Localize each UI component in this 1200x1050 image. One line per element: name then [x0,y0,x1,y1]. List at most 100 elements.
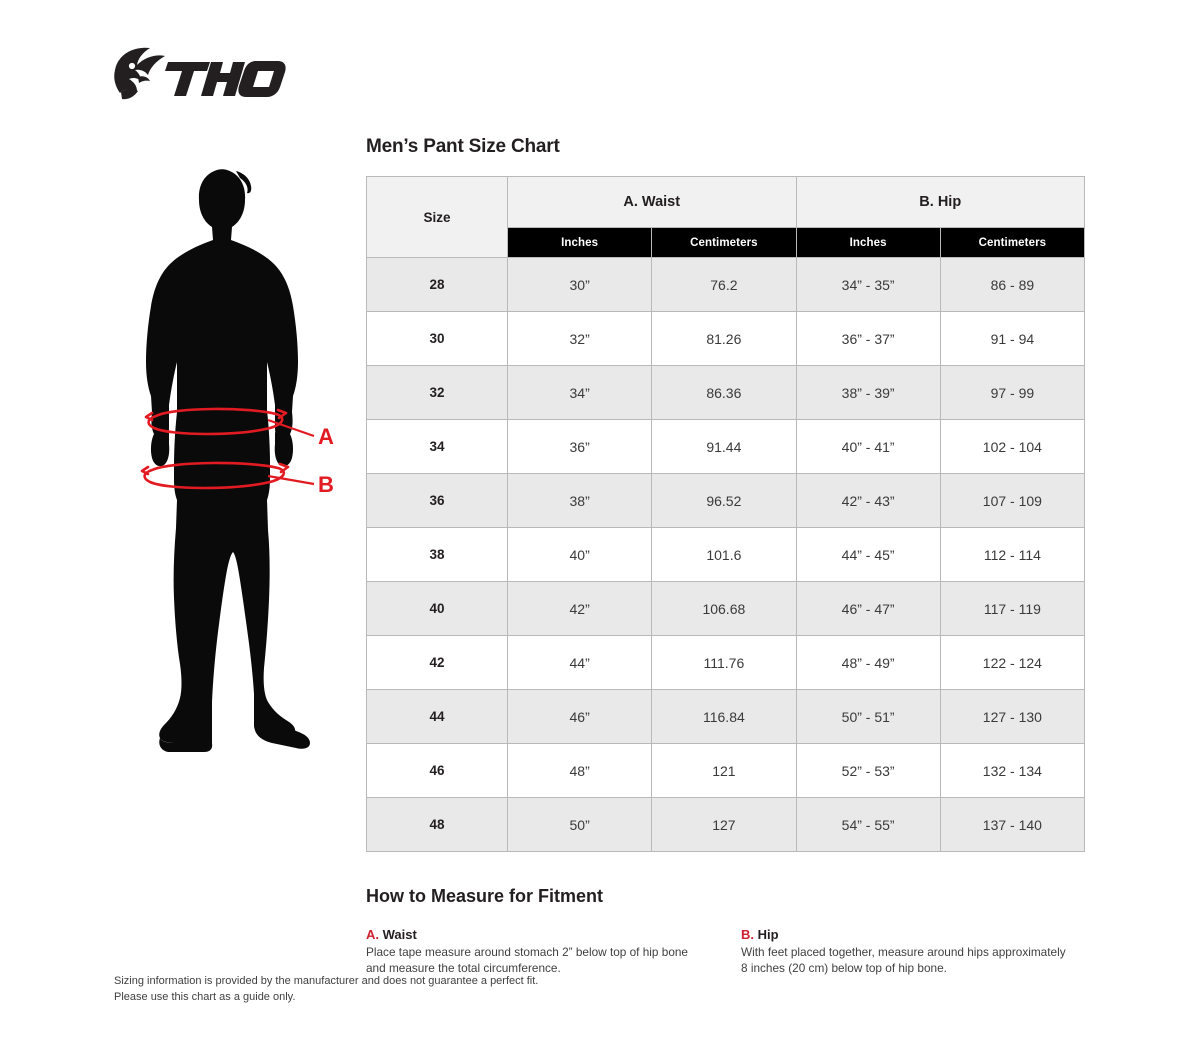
row-size: 28 [366,257,508,312]
row-waist-in: 42” [506,581,653,636]
row-hip-in: 48” - 49” [795,635,941,690]
body-silhouette-figure: A B [118,162,348,762]
table-row: 36 38” 96.52 42” - 43” 107 - 109 [366,473,1086,528]
row-hip-in: 50” - 51” [795,689,941,744]
row-hip-cm: 107 - 109 [939,473,1086,528]
row-waist-in: 38” [506,473,653,528]
row-waist-cm: 101.6 [651,527,797,582]
column-header-hip-inches: Inches [795,227,941,258]
waist-tape-loop-a [144,407,288,436]
row-waist-in: 44” [506,635,653,690]
disclaimer-footer: Sizing information is provided by the ma… [114,973,538,1006]
thor-helmet-mark [114,47,165,100]
table-row: 40 42” 106.68 46” - 47” 117 - 119 [366,581,1086,636]
hip-tape-loop-b [140,461,290,490]
column-header-waist-inches: Inches [506,227,653,258]
row-hip-cm: 137 - 140 [939,797,1086,852]
measure-name-hip: Hip [757,927,779,942]
table-row: 48 50” 127 54” - 55” 137 - 140 [366,797,1086,852]
table-row: 46 48” 121 52” - 53” 132 - 134 [366,743,1086,798]
table-head: Size A. Waist B. Hip Inches Centimeters … [366,176,1086,258]
row-hip-in: 36” - 37” [795,311,941,366]
how-to-measure-title: How to Measure for Fitment [366,886,604,906]
row-waist-cm: 127 [651,797,797,852]
row-hip-cm: 112 - 114 [939,527,1086,582]
row-size: 44 [366,689,508,744]
marker-label-a: A [318,424,334,449]
row-hip-in: 46” - 47” [795,581,941,636]
row-size: 38 [366,527,508,582]
row-waist-cm: 86.36 [651,365,797,420]
measure-markers [140,407,315,490]
row-hip-in: 34” - 35” [795,257,941,312]
row-waist-in: 48” [506,743,653,798]
measure-letter-b: B. [741,927,754,942]
row-hip-in: 38” - 39” [795,365,941,420]
measure-item-waist-heading: A. Waist [366,927,741,942]
measure-item-hip-description: With feet placed together, measure aroun… [741,945,1066,975]
table-body: 28 30” 76.2 34” - 35” 86 - 89 30 32” 81.26 36” -… [366,257,1086,852]
measure-item-waist-description: Place tape measure around stomach 2” bel… [366,945,688,975]
row-waist-cm: 116.84 [651,689,797,744]
disclaimer-line-2: Please use this chart as a guide only. [114,991,296,1004]
row-waist-cm: 81.26 [651,311,797,366]
row-hip-cm: 132 - 134 [939,743,1086,798]
row-waist-in: 40” [506,527,653,582]
leader-line-a [267,418,315,438]
thor-logo-svg [114,47,289,100]
how-to-measure-section: How to Measure for Fitment A. Waist Plac… [366,886,1086,976]
row-hip-in: 54” - 55” [795,797,941,852]
table-row: 30 32” 81.26 36” - 37” 91 - 94 [366,311,1086,366]
row-waist-in: 32” [506,311,653,366]
content-column: Men’s Pant Size Chart Size A. Waist B. H… [366,136,1086,976]
column-group-header-hip: B. Hip [795,176,1085,228]
row-waist-in: 46” [506,689,653,744]
measure-columns: A. Waist Place tape measure around stoma… [366,927,1086,976]
row-size: 30 [366,311,508,366]
size-chart-table: Size A. Waist B. Hip Inches Centimeters … [366,176,1086,852]
row-hip-cm: 102 - 104 [939,419,1086,474]
row-hip-in: 40” - 41” [795,419,941,474]
row-waist-cm: 121 [651,743,797,798]
row-waist-cm: 91.44 [651,419,797,474]
column-group-header-waist: A. Waist [507,176,797,228]
table-row: 28 30” 76.2 34” - 35” 86 - 89 [366,257,1086,312]
row-waist-in: 36” [506,419,653,474]
measure-name-waist: Waist [382,927,417,942]
column-header-waist-centimeters: Centimeters [651,227,797,258]
row-hip-cm: 91 - 94 [939,311,1086,366]
row-waist-in: 34” [506,365,653,420]
table-row: 32 34” 86.36 38” - 39” 97 - 99 [366,365,1086,420]
row-hip-in: 52” - 53” [795,743,941,798]
row-hip-in: 44” - 45” [795,527,941,582]
row-size: 42 [366,635,508,690]
column-header-size: Size [366,176,508,258]
row-waist-in: 50” [506,797,653,852]
table-row: 42 44” 111.76 48” - 49” 122 - 124 [366,635,1086,690]
leader-line-b [267,474,315,486]
row-hip-in: 42” - 43” [795,473,941,528]
row-size: 40 [366,581,508,636]
row-size: 46 [366,743,508,798]
measure-item-hip: B. Hip With feet placed together, measur… [741,927,1086,976]
table-row: 34 36” 91.44 40” - 41” 102 - 104 [366,419,1086,474]
row-waist-in: 30” [506,257,653,312]
measure-letter-a: A. [366,927,379,942]
thor-wordmark [165,61,289,97]
male-body-silhouette [146,169,310,752]
thor-logo [112,44,292,106]
row-waist-cm: 76.2 [651,257,797,312]
measure-item-waist: A. Waist Place tape measure around stoma… [366,927,741,976]
row-waist-cm: 106.68 [651,581,797,636]
row-size: 48 [366,797,508,852]
row-hip-cm: 122 - 124 [939,635,1086,690]
body-silhouette-svg: A B [140,169,334,752]
table-group-header-row: Size A. Waist B. Hip [366,176,1085,258]
row-size: 34 [366,419,508,474]
row-size: 32 [366,365,508,420]
row-waist-cm: 111.76 [651,635,797,690]
row-waist-cm: 96.52 [651,473,797,528]
row-size: 36 [366,473,508,528]
marker-label-b: B [318,472,334,497]
row-hip-cm: 97 - 99 [939,365,1086,420]
